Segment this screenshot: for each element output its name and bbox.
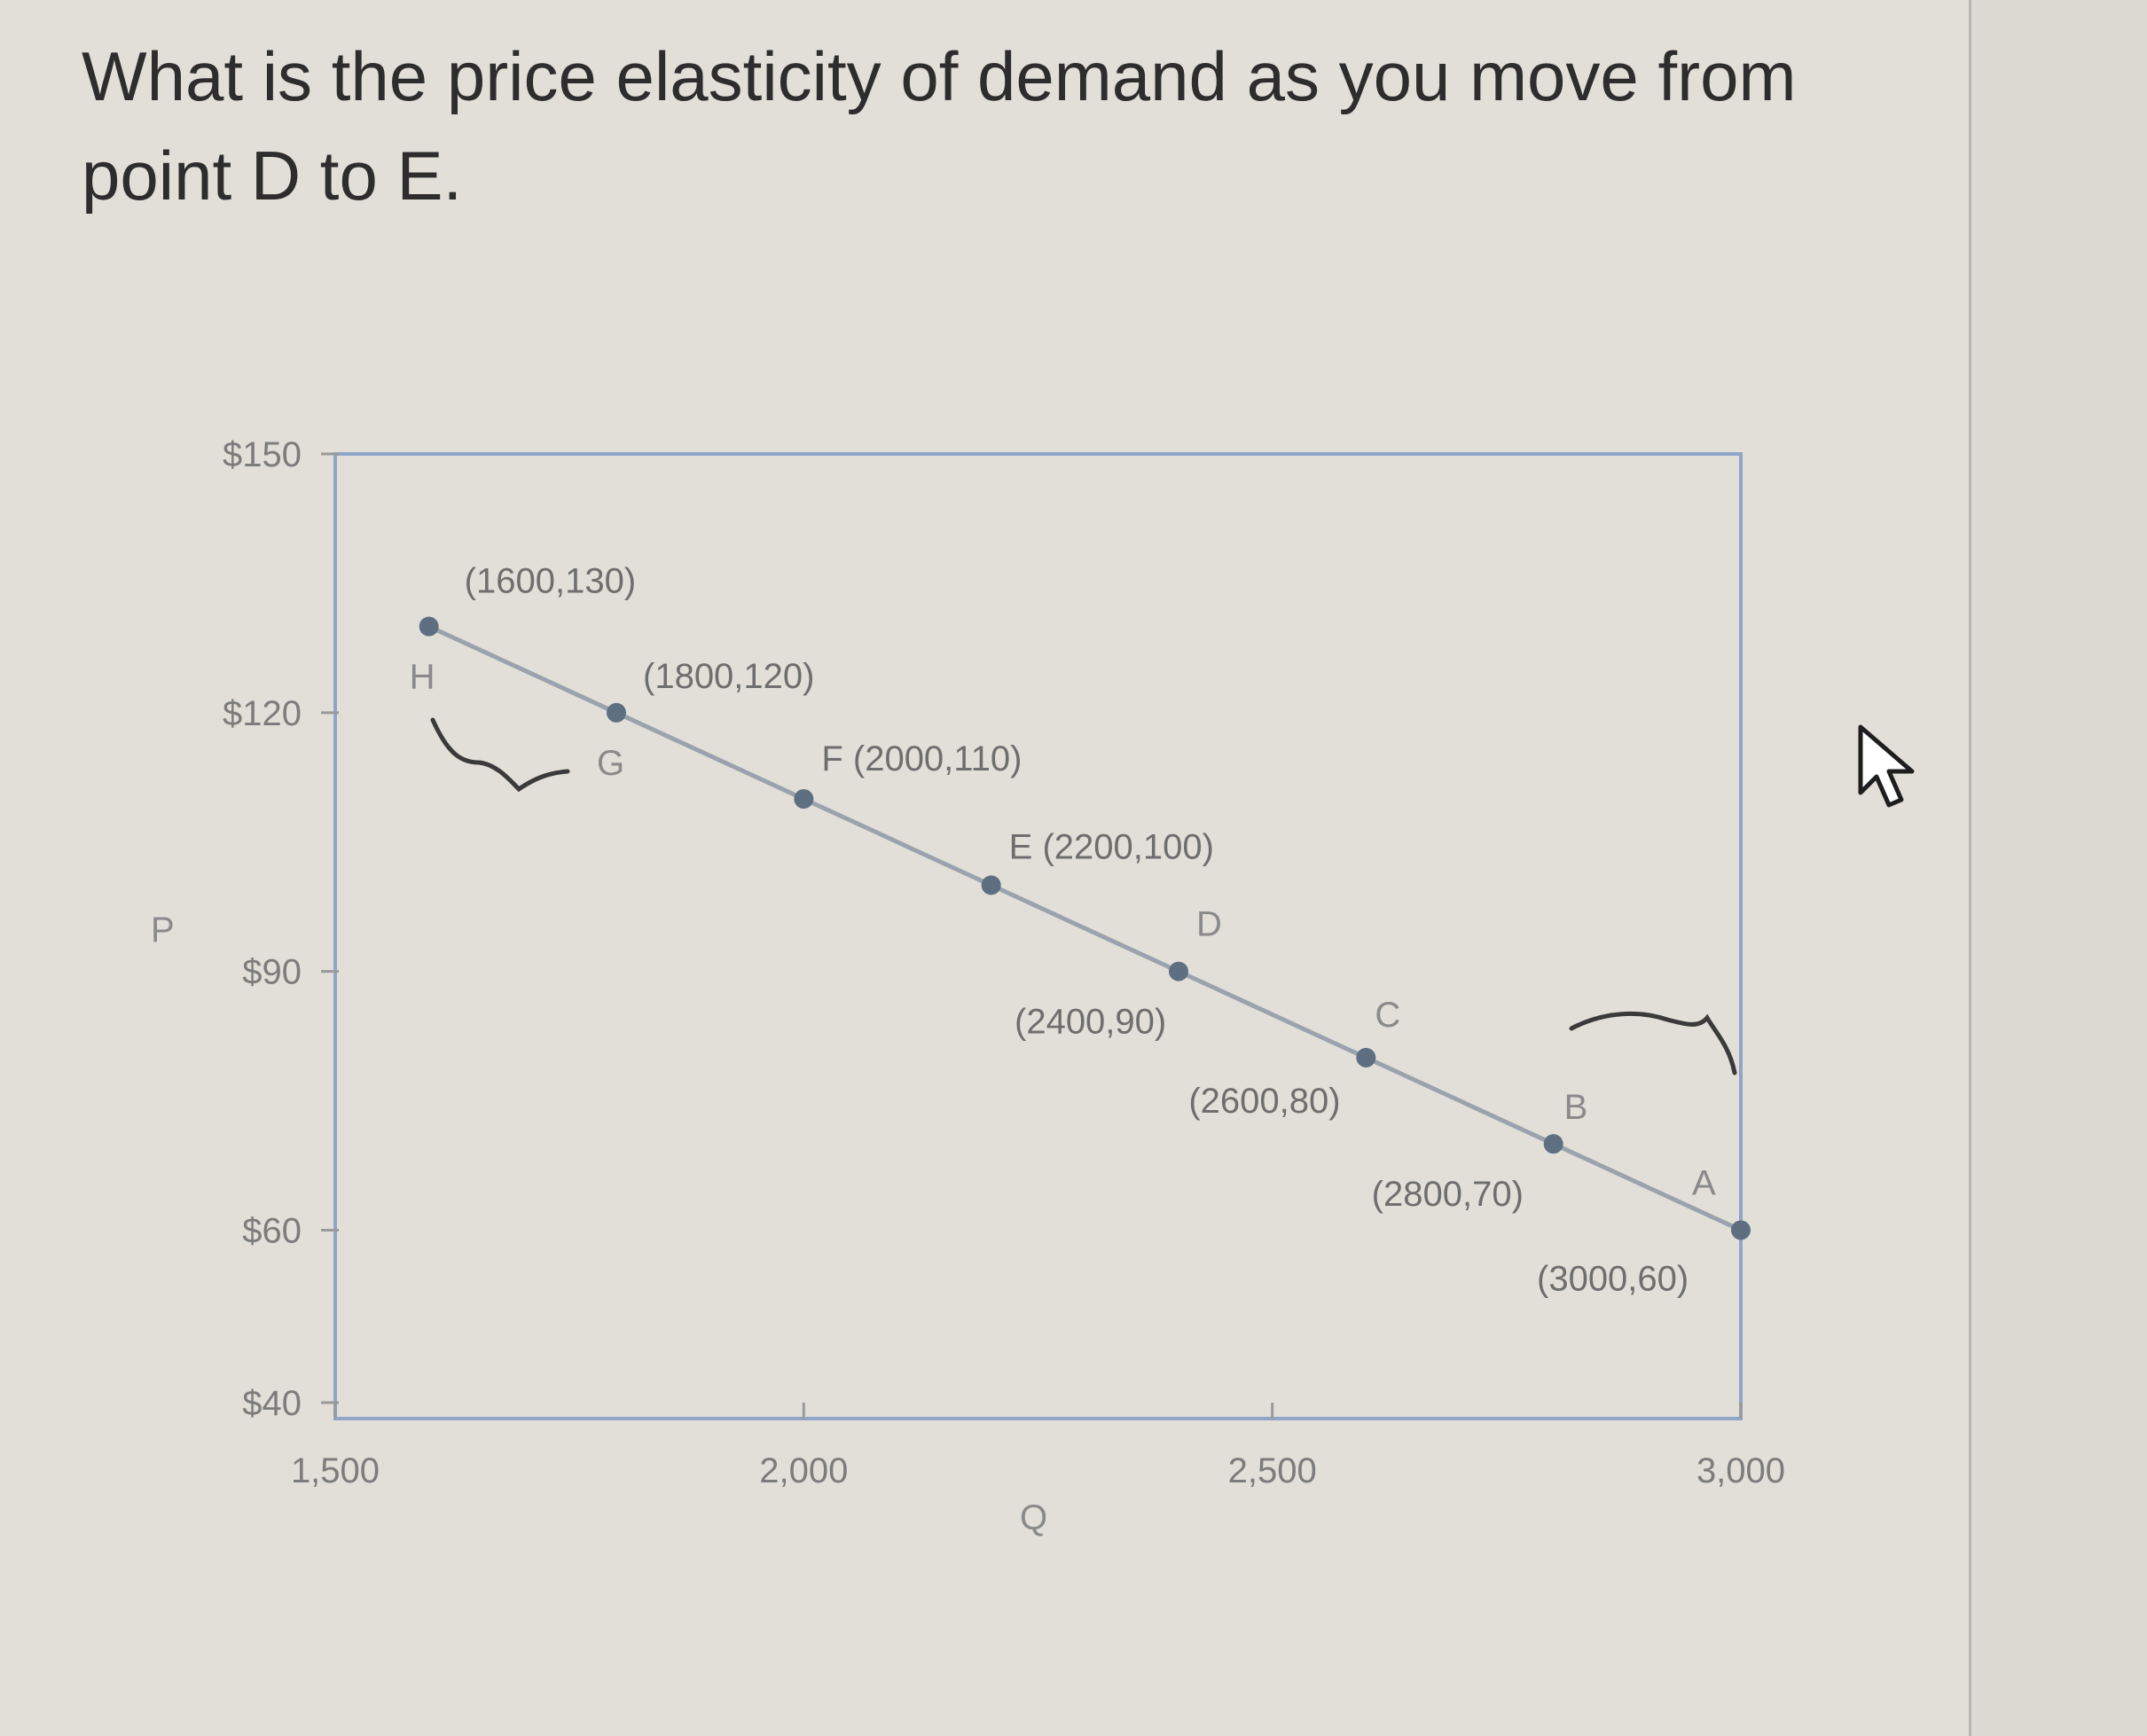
brace-annotation-right [1569,1012,1737,1075]
x-tick-label: 1,500 [291,1451,380,1490]
y-axis-title: P [151,911,175,950]
points-layer [419,616,1751,1240]
point-coordinate-label-e: E (2200,100) [1009,827,1214,866]
point-coordinate-label-g: (1800,120) [643,657,814,696]
y-tick-label: $150 [223,435,302,474]
data-point-d [1169,961,1188,981]
point-coordinate-label-d: (2400,90) [1015,1003,1166,1042]
data-point-c [1356,1047,1376,1067]
demand-chart: $150 $120 $90 $60 $40 1,500 2,000 2,500 3,000 H (… [151,435,1785,1537]
y-tick-label: $60 [242,1211,302,1250]
y-tick-label: $90 [242,953,302,992]
point-letter-g: G [597,744,624,783]
x-tick-label: 3,000 [1696,1451,1785,1490]
point-coordinate-label-h: (1600,130) [465,562,636,601]
data-point-a [1731,1220,1751,1240]
point-letter-h: H [410,658,435,697]
y-tick-label: $120 [223,694,302,733]
brace-annotation-left [430,717,570,793]
data-point-f [794,789,814,809]
question-text: What is the price elasticity of demand a… [82,37,1797,215]
point-letter-b: B [1564,1088,1588,1127]
axes-layer: $150 $120 $90 $60 $40 1,500 2,000 2,500 3,000 [223,435,1785,1490]
point-letter-c: C [1375,996,1400,1035]
question-panel: What is the price elasticity of demand a… [82,0,1971,1736]
point-letter-d: D [1196,905,1222,944]
point-letter-a: A [1692,1163,1716,1202]
x-tick-label: 2,500 [1228,1451,1317,1490]
data-point-b [1543,1134,1563,1154]
point-coordinate-label-f: F (2000,110) [821,739,1022,778]
data-point-g [607,702,626,723]
labels-layer: H (1600,130) G (1800,120) F (2000,110) E (220… [410,562,1716,1299]
x-axis-title: Q [1020,1498,1047,1537]
demand-line [427,624,1743,1232]
point-coordinate-label-c: (2600,80) [1188,1082,1340,1121]
mouse-pointer-icon [1858,724,1915,808]
point-coordinate-label-b: (2800,70) [1372,1175,1524,1214]
data-point-h [419,616,439,637]
plot-frame [333,452,1743,1420]
data-point-e [981,875,1001,895]
x-tick-label: 2,000 [759,1451,848,1490]
point-coordinate-label-a: (3000,60) [1537,1259,1689,1298]
y-tick-label: $40 [242,1384,302,1423]
